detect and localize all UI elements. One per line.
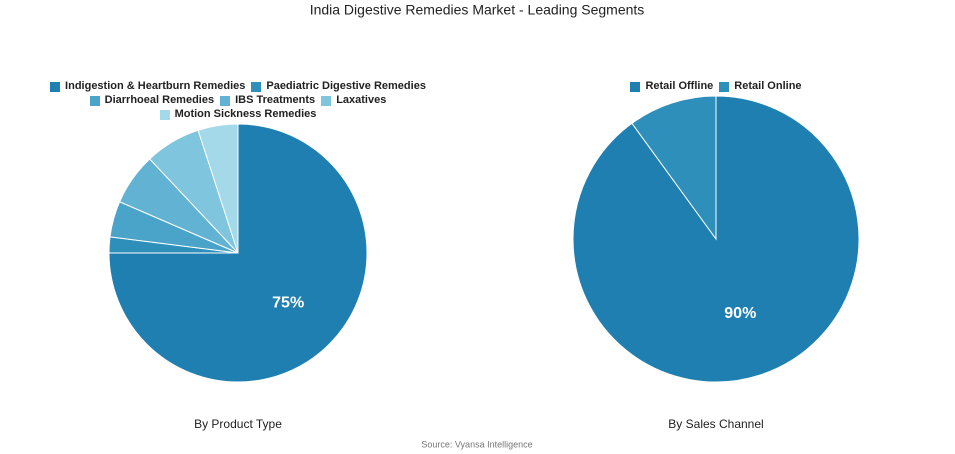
legend: Indigestion & Heartburn Remedies Paediatr… xyxy=(33,80,443,121)
legend-swatch xyxy=(251,81,262,92)
legend-swatch xyxy=(719,81,730,92)
legend-label: Retail Offline xyxy=(645,80,714,92)
legend-item: Motion Sickness Remedies xyxy=(159,108,317,121)
source: Source: Vyansa Intelligence xyxy=(421,439,532,449)
legend-swatch xyxy=(159,109,170,120)
pie-slice xyxy=(631,95,717,241)
value-label: 90% xyxy=(724,305,756,322)
legend-item: Diarrhoeal Remedies xyxy=(89,94,215,107)
legend-swatch xyxy=(50,81,61,92)
legend-label: Indigestion & Heartburn Remedies xyxy=(65,80,246,92)
legend-label: Laxatives xyxy=(336,94,387,106)
chart-subtitle: By Product Type xyxy=(194,417,282,431)
value-label: 75% xyxy=(272,294,304,311)
legend-label: Motion Sickness Remedies xyxy=(174,108,317,120)
legend-swatch xyxy=(630,81,641,92)
legend-swatch xyxy=(321,95,332,106)
legend-label: Retail Online xyxy=(734,80,802,92)
chart-title: India Digestive Remedies Market - Leadin… xyxy=(310,2,645,18)
legend-swatch xyxy=(89,95,100,106)
legend-item: Laxatives xyxy=(321,94,386,107)
legend-item: IBS Treatments xyxy=(220,94,315,107)
pie-slice xyxy=(197,123,239,254)
legend-swatch xyxy=(220,95,231,106)
legend-item: Retail Offline xyxy=(630,80,713,93)
legend: Retail Offline Retail Online xyxy=(566,80,866,93)
legend-label: IBS Treatments xyxy=(235,94,316,106)
legend-item: Paediatric Digestive Remedies xyxy=(251,80,426,93)
legend-label: Paediatric Digestive Remedies xyxy=(266,80,426,92)
pie-slice xyxy=(108,123,368,383)
legend-item: Retail Online xyxy=(719,80,802,93)
legend-label: Diarrhoeal Remedies xyxy=(104,94,215,106)
chart-subtitle: By Sales Channel xyxy=(668,417,763,431)
legend-item: Indigestion & Heartburn Remedies xyxy=(50,80,245,93)
